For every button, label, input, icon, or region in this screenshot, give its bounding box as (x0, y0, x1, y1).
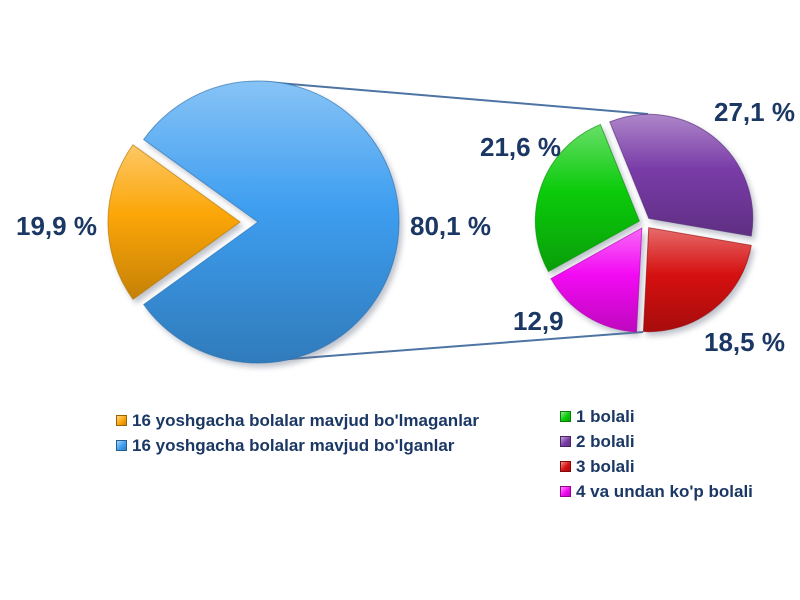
legend-item-3-bolali: 3 bolali (560, 454, 753, 479)
legend-swatch-magenta (560, 486, 571, 497)
legend-secondary-pie: 1 bolali 2 bolali 3 bolali 4 va undan ko… (560, 404, 753, 504)
pie-slice-16-yoshgacha-bolalar-mavjud-bo-lmaganlar (107, 144, 241, 300)
legend-label: 1 bolali (576, 407, 635, 426)
pct-label-1-bolali: 21,6 % (480, 132, 561, 162)
callout-connector-line-top (265, 81, 649, 115)
legend-swatch-blue (116, 440, 127, 451)
pct-label-2-bolali: 27,1 % (714, 97, 795, 127)
legend-swatch-orange (116, 415, 127, 426)
legend-item-bolganlar: 16 yoshgacha bolalar mavjud bo'lganlar (116, 433, 479, 458)
pie-slice-1-bolali (534, 123, 640, 273)
callout-connector-line-bottom (249, 331, 644, 363)
legend-swatch-green (560, 411, 571, 422)
legend-item-1-bolali: 1 bolali (560, 404, 753, 429)
legend-label: 4 va undan ko'p bolali (576, 482, 753, 501)
legend-label: 16 yoshgacha bolalar mavjud bo'lganlar (132, 436, 455, 455)
pie-slice-3-bolali (642, 227, 752, 333)
pie-slice-4-va-undan-ko-p-bolali (550, 227, 643, 333)
legend-item-2-bolali: 2 bolali (560, 429, 753, 454)
pct-label-4-va-undan-kop: 12,9 (513, 306, 564, 336)
pct-label-bolalar-bolmaganlar: 19,9 % (16, 211, 97, 241)
legend-label: 3 bolali (576, 457, 635, 476)
legend-label: 16 yoshgacha bolalar mavjud bo'lmaganlar (132, 411, 479, 430)
pie-slice-2-bolali (609, 113, 754, 237)
legend-label: 2 bolali (576, 432, 635, 451)
legend-item-bolmaganlar: 16 yoshgacha bolalar mavjud bo'lmaganlar (116, 408, 479, 433)
main-pie (107, 80, 400, 364)
pct-label-bolalar-bolganlar: 80,1 % (410, 211, 491, 241)
pie-slice-16-yoshgacha-bolalar-mavjud-bo-lganlar (142, 80, 400, 364)
legend-swatch-red (560, 461, 571, 472)
legend-item-4-va-undan-kop-bolali: 4 va undan ko'p bolali (560, 479, 753, 504)
legend-swatch-purple (560, 436, 571, 447)
legend-main-pie: 16 yoshgacha bolalar mavjud bo'lmaganlar… (116, 408, 479, 458)
secondary-pie (534, 113, 754, 333)
pct-label-3-bolali: 18,5 % (704, 327, 785, 357)
